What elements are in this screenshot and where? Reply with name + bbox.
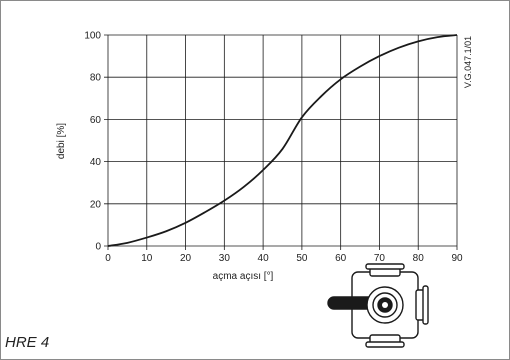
y-tick-labels: 0 20 40 60 80 100 [84, 31, 101, 253]
x-tick-label: 90 [451, 253, 463, 264]
document-code: V.G.047.1/01 [463, 36, 473, 88]
three-way-rotary-valve-icon [327, 263, 429, 348]
grid [104, 34, 458, 250]
x-tick-label: 20 [180, 253, 192, 264]
y-tick-label: 100 [84, 31, 101, 42]
y-tick-label: 80 [90, 73, 102, 84]
x-tick-label: 80 [413, 253, 425, 264]
x-tick-label: 50 [296, 253, 308, 264]
x-tick-label: 40 [258, 253, 270, 264]
x-tick-label: 70 [374, 253, 386, 264]
series-line [107, 34, 458, 247]
y-tick-label: 40 [90, 157, 102, 168]
y-tick-label: 20 [90, 199, 102, 210]
x-tick-labels: 0 10 20 30 40 50 60 70 80 90 [105, 253, 463, 264]
product-label: HRE 4 [5, 334, 50, 351]
x-axis-label: açma açısı [°] [213, 271, 274, 282]
y-axis-label: debi [%] [56, 123, 67, 159]
x-tick-label: 30 [219, 253, 231, 264]
x-tick-label: 60 [335, 253, 347, 264]
x-tick-label: 10 [141, 253, 153, 264]
x-tick-label: 0 [105, 253, 111, 264]
y-tick-label: 60 [90, 115, 102, 126]
y-tick-label: 0 [95, 242, 101, 253]
